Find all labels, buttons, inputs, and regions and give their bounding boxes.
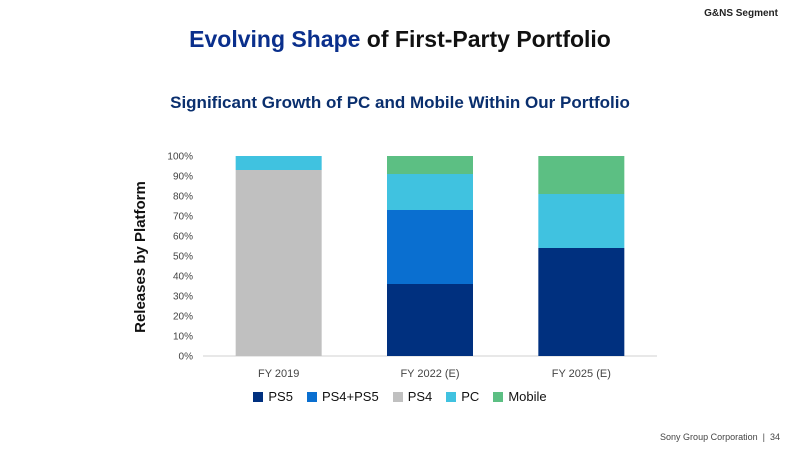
legend-swatch: [493, 391, 504, 402]
segment-tag: G&NS Segment: [704, 8, 778, 19]
x-axis-categories: FY 2019 FY 2022 (E) FY 2025 (E): [258, 368, 611, 380]
y-tick-label: 80%: [173, 192, 193, 203]
legend-label: PS5: [268, 389, 293, 404]
footer: Sony Group Corporation | 34: [660, 432, 780, 442]
legend-item: Mobile: [493, 389, 547, 404]
bars: [235, 156, 625, 356]
y-axis-ticks: 0% 10% 20% 30% 40% 50% 60% 70% 80% 90% 100%: [167, 152, 193, 363]
legend-swatch: [392, 391, 403, 402]
bar-segment-ps5: [538, 248, 625, 356]
y-tick-label: 40%: [173, 272, 193, 283]
bar-segment-pc: [235, 156, 322, 170]
legend-swatch: [306, 391, 317, 402]
y-tick-label: 10%: [173, 332, 193, 343]
page-title-rest: of First-Party Portfolio: [360, 26, 611, 52]
footer-separator: |: [762, 432, 765, 442]
legend-item: PS5: [253, 389, 293, 404]
chart-legend: PS5 PS4+PS5 PS4 PC Mobile: [0, 389, 800, 404]
y-tick-label: 90%: [173, 172, 193, 183]
x-category-label: FY 2025 (E): [552, 368, 611, 380]
legend-item: PS4: [392, 389, 433, 404]
bar-segment-pc: [387, 174, 473, 210]
bar-segment-ps5: [387, 284, 473, 356]
legend-label: PS4+PS5: [321, 389, 379, 404]
bar-segment-pc: [538, 194, 625, 248]
bar-segment-mobile: [387, 156, 473, 174]
y-tick-label: 50%: [173, 252, 193, 263]
bar-segment-ps4-ps5: [387, 210, 473, 284]
y-tick-label: 30%: [173, 292, 193, 303]
y-tick-label: 100%: [167, 152, 193, 163]
y-axis-label: Releases by Platform: [132, 181, 149, 333]
x-category-label: FY 2019: [258, 368, 299, 380]
legend-swatch: [253, 391, 264, 402]
legend-label: PC: [461, 389, 480, 404]
page-number: 34: [769, 432, 780, 442]
legend-label: PS4: [407, 389, 433, 404]
chart-subtitle: Significant Growth of PC and Mobile With…: [170, 93, 630, 112]
page-title-accent: Evolving Shape: [189, 26, 361, 52]
page-title: Evolving Shape of First-Party Portfolio: [0, 26, 800, 53]
stacked-bar-chart: Releases by Platform 0% 10% 20% 30% 40% 50% 60…: [132, 152, 657, 380]
legend-swatch: [446, 391, 457, 402]
bar-segment-ps4: [235, 170, 322, 356]
y-tick-label: 20%: [173, 312, 193, 323]
legend-label: Mobile: [508, 389, 547, 404]
x-category-label: FY 2022 (E): [400, 368, 459, 380]
footer-company: Sony Group Corporation: [660, 432, 758, 442]
y-tick-label: 70%: [173, 212, 193, 223]
y-tick-label: 60%: [173, 232, 193, 243]
y-tick-label: 0%: [179, 352, 194, 363]
bar-segment-mobile: [538, 156, 625, 194]
legend-item: PC: [446, 389, 479, 404]
legend-item: PS4+PS5: [306, 389, 379, 404]
